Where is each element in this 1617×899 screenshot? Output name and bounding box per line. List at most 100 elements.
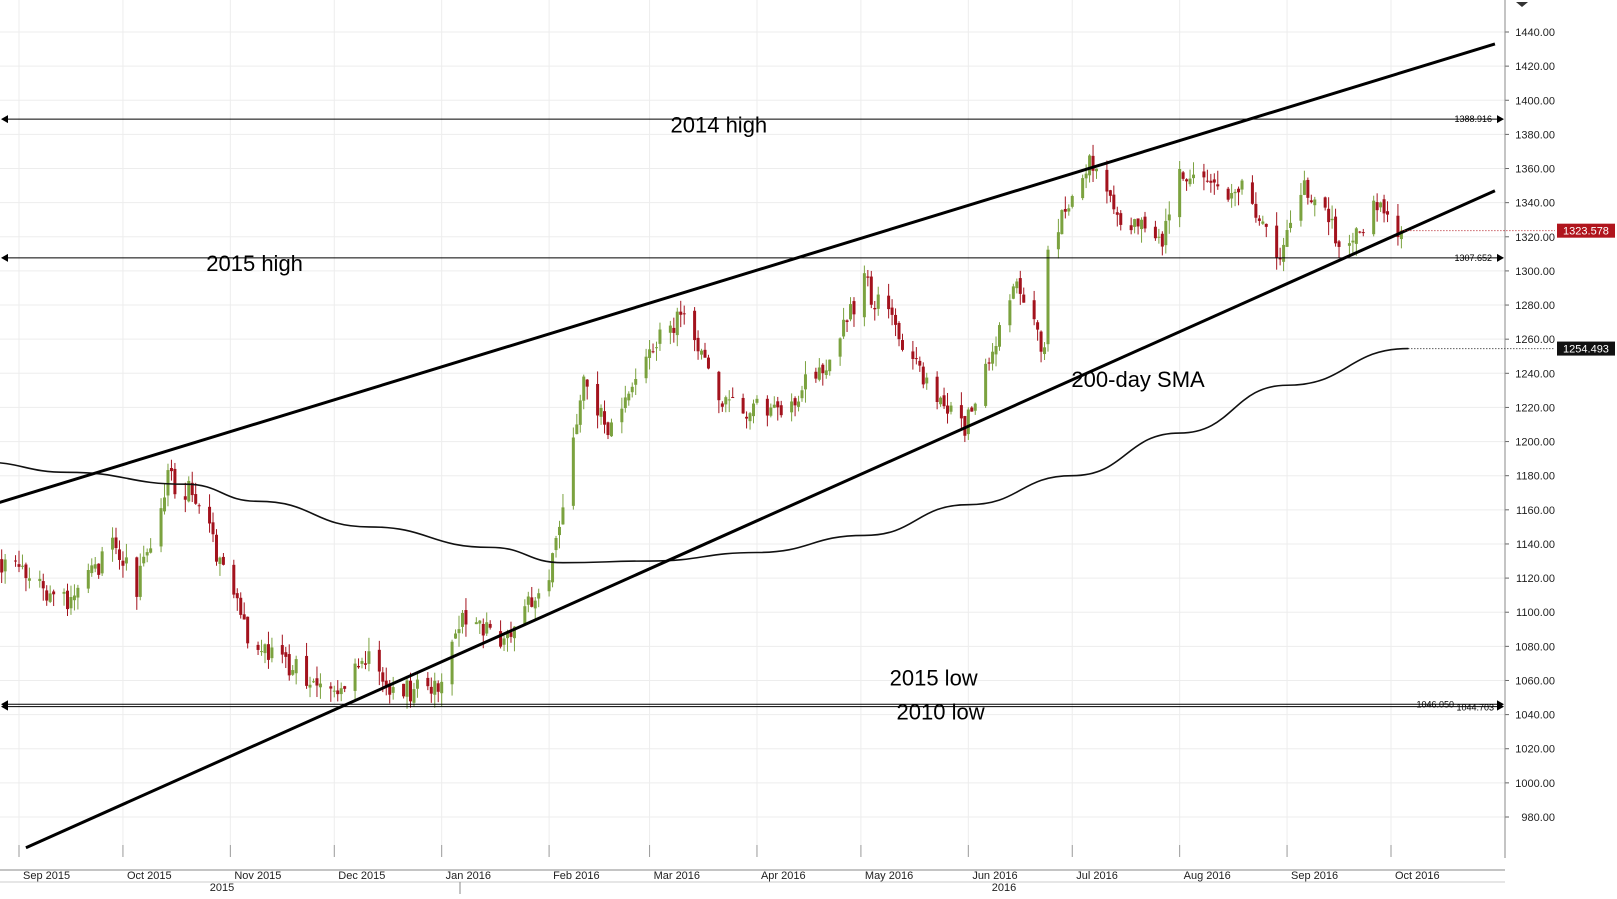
candle-down xyxy=(852,301,856,315)
candle-down xyxy=(190,482,194,496)
candle-up xyxy=(675,311,679,336)
candle-up xyxy=(838,338,842,357)
candle-down xyxy=(135,557,139,597)
level-label: 1046.050 xyxy=(1416,699,1454,709)
candle-down xyxy=(793,398,797,406)
candle-down xyxy=(987,362,991,364)
candle-up xyxy=(308,684,312,688)
candle-up xyxy=(111,537,115,550)
month-label: Jan 2016 xyxy=(446,870,491,882)
candle-up xyxy=(506,632,510,639)
candle-up xyxy=(1351,240,1355,243)
candle-up xyxy=(48,593,52,602)
y-tick-label: 1100.00 xyxy=(1516,607,1555,619)
candle-up xyxy=(124,557,128,564)
candle-down xyxy=(1209,180,1213,183)
candle-down xyxy=(1212,179,1216,183)
y-tick-label: 1440.00 xyxy=(1515,27,1555,39)
candle-down xyxy=(1119,213,1123,225)
candle-down xyxy=(97,563,101,575)
candle-up xyxy=(876,294,880,309)
candle-down xyxy=(887,295,891,310)
candle-down xyxy=(1257,218,1261,221)
candle-down xyxy=(606,422,610,436)
candle-down xyxy=(1091,155,1095,171)
candle-up xyxy=(800,390,804,399)
candle-up xyxy=(668,325,672,333)
candle-up xyxy=(412,689,416,703)
candle-down xyxy=(821,364,825,374)
candle-up xyxy=(86,570,90,589)
candle-up xyxy=(1133,219,1137,227)
candle-down xyxy=(343,686,347,689)
candle-down xyxy=(377,649,381,672)
candle-down xyxy=(1309,200,1313,203)
candle-up xyxy=(1011,286,1015,299)
candle-up xyxy=(1084,173,1088,179)
y-tick-label: 1280.00 xyxy=(1515,300,1555,312)
drawing-layer xyxy=(0,42,1555,850)
candle-up xyxy=(817,367,821,380)
candle-down xyxy=(942,395,946,407)
candle-down xyxy=(911,351,915,359)
candle-up xyxy=(1188,178,1192,185)
candle-down xyxy=(409,680,413,702)
channel-trendline xyxy=(0,42,1496,504)
candle-up xyxy=(966,409,970,435)
candle-down xyxy=(329,686,333,689)
candle-up xyxy=(1095,168,1099,172)
candle-down xyxy=(287,654,291,676)
candle-up xyxy=(1240,180,1244,190)
candle-up xyxy=(547,580,551,592)
candle-up xyxy=(1060,210,1064,235)
candle-down xyxy=(603,411,607,425)
candle-down xyxy=(765,398,769,416)
candle-down xyxy=(280,645,284,655)
candle-up xyxy=(575,424,579,435)
candle-down xyxy=(436,683,440,692)
candle-up xyxy=(755,398,759,403)
candle-up xyxy=(460,612,464,627)
candle-down xyxy=(117,549,121,560)
candle-up xyxy=(1261,221,1265,224)
candle-up xyxy=(1070,196,1074,207)
y-tick-label: 1020.00 xyxy=(1515,744,1555,756)
candle-down xyxy=(1063,208,1067,212)
y-tick-label: 1360.00 xyxy=(1515,164,1555,176)
candle-down xyxy=(1022,294,1026,303)
candle-down xyxy=(246,616,250,644)
candle-down xyxy=(869,276,873,305)
candle-down xyxy=(1264,223,1268,227)
candle-down xyxy=(1337,241,1341,247)
candle-up xyxy=(939,397,943,405)
y-tick-label: 1140.00 xyxy=(1516,539,1555,551)
candle-down xyxy=(776,401,780,408)
chart-annotation: 2015 low xyxy=(890,666,978,691)
candle-down xyxy=(183,496,187,500)
candle-up xyxy=(627,393,631,401)
candle-down xyxy=(357,665,361,668)
candle-up xyxy=(824,370,828,375)
candle-down xyxy=(221,556,225,565)
month-label: Nov 2015 xyxy=(234,870,281,882)
candle-up xyxy=(842,319,846,337)
candle-down xyxy=(1032,300,1036,320)
candle-down xyxy=(114,537,118,549)
candle-down xyxy=(1327,208,1331,223)
month-label: May 2016 xyxy=(865,870,913,882)
candle-up xyxy=(76,587,80,598)
candle-up xyxy=(1088,155,1092,176)
y-tick-label: 1200.00 xyxy=(1515,437,1555,449)
candle-up xyxy=(571,437,575,506)
candle-up xyxy=(90,565,94,574)
candle-down xyxy=(1361,232,1365,234)
candle-up xyxy=(997,325,1001,347)
candle-up xyxy=(1399,230,1403,240)
y-tick-label: 980.00 xyxy=(1521,812,1555,824)
candle-up xyxy=(163,497,167,512)
y-tick-label: 1320.00 xyxy=(1515,232,1555,244)
candle-down xyxy=(499,631,503,647)
candle-down xyxy=(14,560,18,562)
